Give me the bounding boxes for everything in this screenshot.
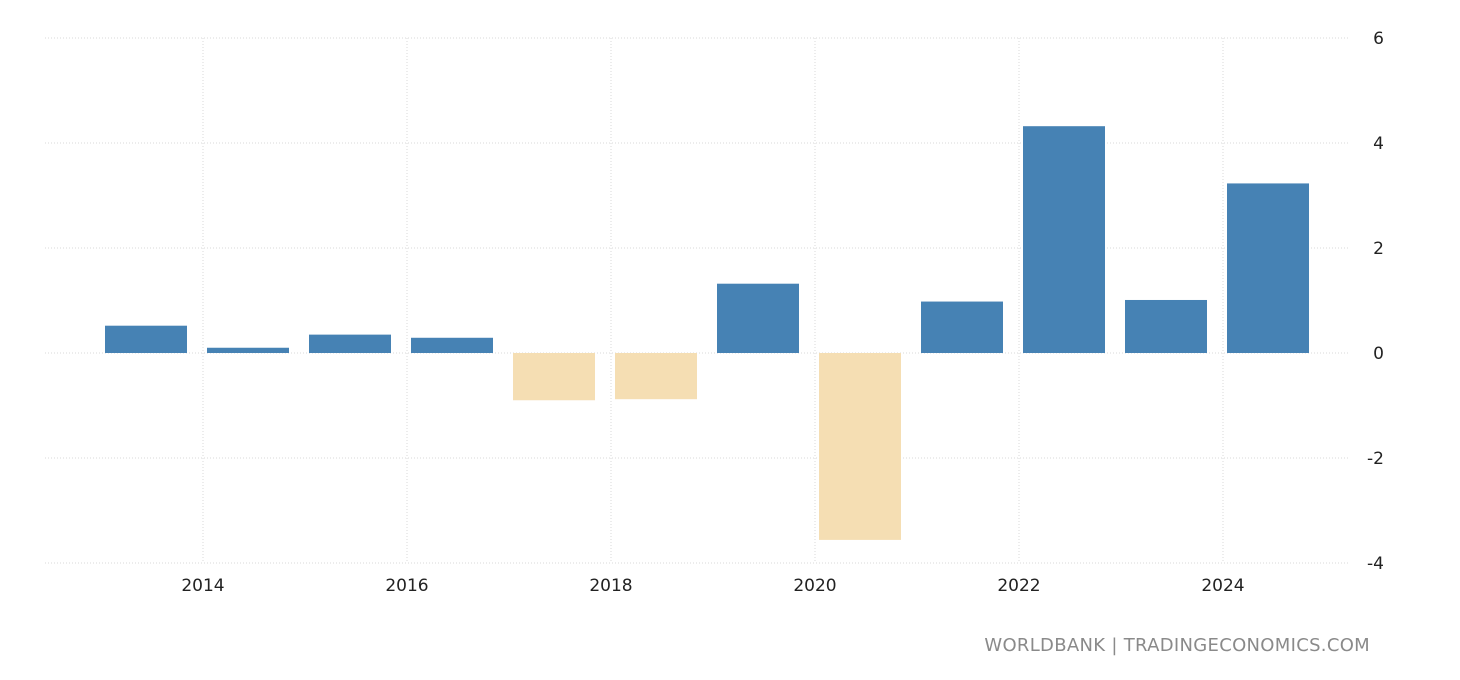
y-tick-label: 0 [1373,344,1384,364]
x-tick-label: 2022 [997,576,1040,596]
y-axis-tick-labels: 6 4 2 0 -2 -4 [1367,29,1384,574]
x-tick-label: 2016 [385,576,428,596]
bar-2020 [819,353,901,540]
y-tick-label: 2 [1373,239,1384,259]
bar-2024 [1227,183,1309,353]
grid-lines [45,37,1350,564]
bar-2014 [207,347,289,353]
bar-2022 [1023,126,1105,353]
bar-2019 [717,283,799,353]
x-tick-label: 2018 [589,576,632,596]
bar-2018 [615,353,697,400]
bar-2015 [309,334,391,353]
bar-2017 [513,353,595,401]
y-tick-label: -4 [1367,554,1384,574]
bar-2013 [105,325,187,353]
bar-2023 [1125,299,1207,353]
bar-2021 [921,301,1003,353]
x-tick-label: 2020 [793,576,836,596]
source-label: WORLDBANK | TRADINGECONOMICS.COM [984,635,1370,656]
x-axis-tick-labels: 2014 2016 2018 2020 2022 2024 [181,576,1244,596]
x-tick-label: 2014 [181,576,224,596]
y-tick-label: 4 [1373,134,1384,154]
y-tick-label: 6 [1373,29,1384,49]
bar-2016 [411,337,493,353]
bars [105,126,1309,540]
y-tick-label: -2 [1367,449,1384,469]
x-tick-label: 2024 [1201,576,1244,596]
